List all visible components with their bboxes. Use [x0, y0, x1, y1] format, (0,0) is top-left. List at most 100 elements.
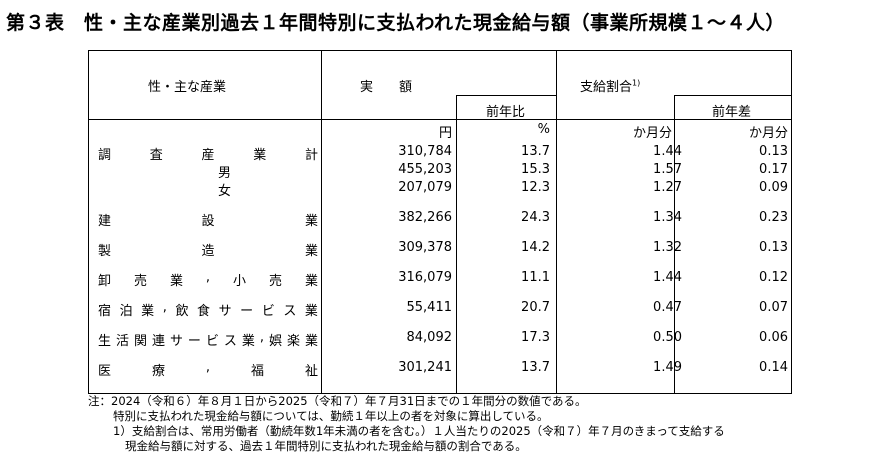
- row-label-char: 建: [98, 214, 112, 229]
- row-label-char: 活: [115, 334, 129, 349]
- table-top-border: [88, 50, 792, 51]
- row-label-char: 計: [304, 148, 318, 163]
- note-3: 1）支給割合は、常用労働者（勤続年数1年未満の者を含む。）１人当たりの2025（…: [113, 424, 725, 438]
- cell-diff: 0.17: [759, 162, 788, 177]
- row-label-char: サ: [218, 304, 232, 319]
- row-label-char: 楽: [286, 334, 300, 349]
- row-label-char: 祉: [304, 364, 318, 379]
- row-label: 女: [98, 180, 318, 199]
- row-label-char: ス: [223, 334, 237, 349]
- table-row: 男 455,203 15.3 1.57 0.17: [88, 162, 792, 181]
- table-row: 宿泊業, 飲食サービス業 55,411 20.7 0.47 0.07: [88, 300, 792, 319]
- unit-yoy: %: [537, 122, 550, 137]
- row-label: 男: [98, 162, 318, 181]
- row-label: 製造業: [98, 240, 318, 259]
- table-row: 卸 売 業, 小 売 業 316,079 11.1 1.44 0.12: [88, 270, 792, 289]
- row-label-char: 査: [149, 148, 163, 163]
- header-ratio-footnote: 1): [632, 78, 641, 88]
- cell-amount: 310,784: [398, 144, 452, 159]
- row-label-char: 娯: [268, 334, 282, 349]
- cell-diff: 0.23: [759, 210, 788, 225]
- row-label-char: 業: [304, 214, 318, 229]
- note-2: 特別に支払われた現金給与額については、勤続１年以上の者を対象に算出している。: [113, 409, 549, 423]
- cell-yoy: 15.3: [521, 162, 550, 177]
- table-title: 第３表 性・主な産業別過去１年間特別に支払われた現金給与額（事業所規模１～４人）: [6, 12, 786, 34]
- row-label-char: 療: [151, 364, 165, 379]
- row-label-char: 業: [169, 274, 183, 289]
- header-amount-yoy: 前年比: [486, 105, 526, 120]
- row-label-char: 卸: [98, 274, 112, 289]
- row-label: 宿泊業,飲食サービス業: [98, 300, 318, 319]
- row-label: 医 療, 福 祉: [98, 360, 318, 379]
- row-label-char: ー: [187, 334, 201, 349]
- cell-amount: 382,266: [398, 210, 452, 225]
- cell-yoy: 17.3: [521, 330, 550, 345]
- cell-ratio: 1.32: [653, 240, 682, 255]
- header-ratio-label: 支給割合: [580, 80, 633, 95]
- row-label-char: 泊: [119, 304, 133, 319]
- cell-diff: 0.14: [759, 360, 788, 375]
- row-label-char: 業: [304, 304, 318, 319]
- row-label-char: 業: [304, 244, 318, 259]
- row-label: 生活関連サービス業,娯楽業: [98, 330, 318, 349]
- yoy-column-divider: [456, 95, 457, 394]
- table-row: 生活関連サービス業, 娯楽業 84,092 17.3 0.50 0.06: [88, 330, 792, 349]
- cell-yoy: 20.7: [521, 300, 550, 315]
- cell-amount: 455,203: [398, 162, 452, 177]
- row-label-char: サ: [169, 334, 183, 349]
- row-label-char: 業: [141, 304, 155, 319]
- cell-diff: 0.13: [759, 144, 788, 159]
- cell-amount: 84,092: [406, 330, 453, 345]
- table-right-border: [791, 50, 792, 394]
- unit-diff: か月分: [748, 126, 788, 141]
- header-bottom-border: [88, 119, 792, 120]
- header-amount: 実 額: [360, 80, 413, 95]
- row-label-char: 連: [151, 334, 165, 349]
- row-label-char: 造: [201, 244, 215, 259]
- unit-ratio: か月分: [632, 126, 672, 141]
- cell-diff: 0.13: [759, 240, 788, 255]
- cell-ratio: 1.49: [653, 360, 682, 375]
- cell-amount: 55,411: [406, 300, 453, 315]
- row-label-char: ,: [205, 270, 211, 285]
- row-label-char: 女: [218, 184, 232, 199]
- diff-column-divider: [674, 95, 675, 394]
- row-label-char: 宿: [98, 304, 112, 319]
- table-row: 女 207,079 12.3 1.27 0.09: [88, 180, 792, 199]
- header-industry: 性・主な産業: [148, 80, 227, 95]
- cell-diff: 0.07: [759, 300, 788, 315]
- row-label: 調査産業計: [98, 144, 318, 163]
- cell-ratio: 1.57: [653, 162, 682, 177]
- table-left-border: [88, 50, 89, 394]
- table-row: 調 査 産 業 計 310,784 13.7 1.44 0.13: [88, 144, 792, 163]
- row-label-char: 売: [268, 274, 282, 289]
- cell-diff: 0.06: [759, 330, 788, 345]
- row-label: 建設業: [98, 210, 318, 229]
- row-label-char: 製: [98, 244, 112, 259]
- row-label-char: 関: [133, 334, 147, 349]
- note-4: 現金給与額に対する、過去１年間特別に支払われた現金給与額の割合である。: [125, 439, 527, 453]
- cell-yoy: 24.3: [521, 210, 550, 225]
- footnotes: 注：2024（令和６）年８月１日から2025（令和７）年７月31日までの１年間分…: [88, 394, 725, 454]
- row-label-char: ビ: [261, 304, 275, 319]
- row-label-char: 男: [218, 166, 232, 181]
- row-label-char: ー: [240, 304, 254, 319]
- cell-ratio: 1.44: [653, 270, 682, 285]
- cell-yoy: 14.2: [521, 240, 550, 255]
- row-label-char: 福: [250, 364, 264, 379]
- row-label-char: 業: [253, 148, 267, 163]
- yoy-header-rule: [456, 95, 556, 96]
- row-label-char: 食: [197, 304, 211, 319]
- cell-amount: 316,079: [398, 270, 452, 285]
- row-label-char: 業: [241, 334, 255, 349]
- row-label-char: 小: [233, 274, 247, 289]
- amount-column-divider: [556, 50, 557, 394]
- cell-yoy: 13.7: [521, 360, 550, 375]
- cell-ratio: 0.50: [653, 330, 682, 345]
- row-label-char: 調: [98, 148, 112, 163]
- row-label-char: 売: [133, 274, 147, 289]
- row-label-char: ,: [259, 330, 264, 345]
- row-label-char: ,: [205, 360, 211, 375]
- cell-yoy: 13.7: [521, 144, 550, 159]
- cell-ratio: 1.34: [653, 210, 682, 225]
